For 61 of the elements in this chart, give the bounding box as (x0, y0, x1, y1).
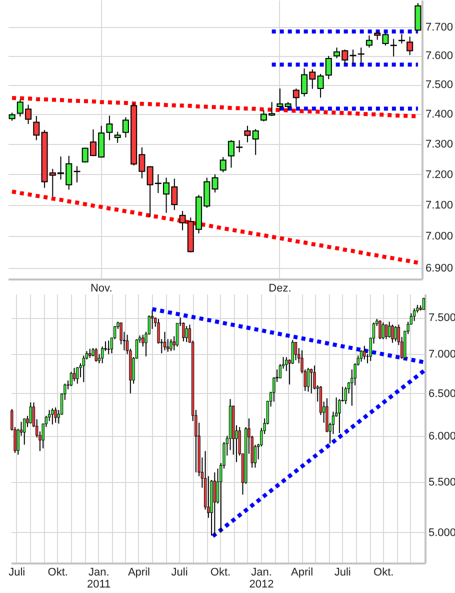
x-tick-label: Okt. (48, 566, 68, 578)
candlestick (325, 55, 332, 80)
candlestick (252, 128, 259, 156)
candlestick (33, 115, 40, 141)
candlestick (220, 156, 226, 173)
candlestick (94, 348, 98, 362)
candlestick (72, 367, 76, 382)
candlestick (310, 368, 313, 394)
x-tick-label: Jan. 2012 (249, 566, 274, 590)
candlestick (378, 320, 382, 340)
candlestick (142, 334, 144, 348)
line-series (10, 190, 420, 265)
y-tick-label: 7.700 (426, 21, 454, 34)
candlestick (244, 125, 251, 143)
candlestick (366, 35, 372, 48)
candlestick (88, 348, 92, 358)
candlestick (23, 418, 26, 446)
candlestick (363, 345, 366, 360)
y-tick-label: 7.400 (426, 108, 454, 121)
x-tick-label: Okt. (374, 566, 394, 578)
x-tick-label: April (128, 566, 150, 578)
x-tick-label: Nov. (90, 282, 112, 294)
candlestick (394, 326, 397, 342)
y-tick-label: 7.000 (426, 230, 454, 243)
y-tick-label: 6.900 (426, 262, 454, 274)
candlestick (344, 386, 347, 405)
candlestick (185, 326, 188, 343)
candlestick (51, 408, 54, 425)
x-tick-label: Juli (8, 566, 26, 578)
candlestick (163, 331, 166, 351)
candlestick (82, 355, 85, 383)
candlestick (317, 73, 324, 98)
y-tick-label: 7.300 (426, 138, 454, 151)
candlestick (306, 367, 310, 392)
candlestick (382, 322, 384, 340)
x-tick-label: Juli (334, 566, 351, 578)
candlestick (406, 36, 414, 56)
x-tick-label: Dez. (268, 282, 292, 294)
candlestick (54, 406, 57, 424)
x-tick-label: Okt. (210, 566, 231, 578)
x-tick-label: Juli (171, 566, 188, 578)
candlestick (170, 338, 172, 352)
candlestick (213, 472, 216, 537)
y-tick-label: 7.600 (426, 50, 454, 62)
y-tick-label: 7.200 (426, 168, 454, 181)
candlestick (114, 131, 121, 144)
x-tick-label: April (291, 566, 314, 578)
candlestick (412, 308, 416, 322)
candlestick (294, 342, 298, 361)
candlestick (70, 371, 72, 387)
candlestick (182, 322, 185, 342)
candlestick (276, 88, 284, 112)
candlestick (384, 324, 388, 340)
candlestick (391, 324, 394, 344)
candlestick (29, 402, 32, 424)
y-tick-label: 7.100 (426, 200, 454, 212)
candlestick (76, 366, 79, 384)
y-tick-label: 7.500 (426, 79, 454, 92)
x-tick-label: Jan. 2011 (87, 566, 111, 590)
candlestick (107, 340, 110, 355)
candlestick (388, 321, 391, 338)
